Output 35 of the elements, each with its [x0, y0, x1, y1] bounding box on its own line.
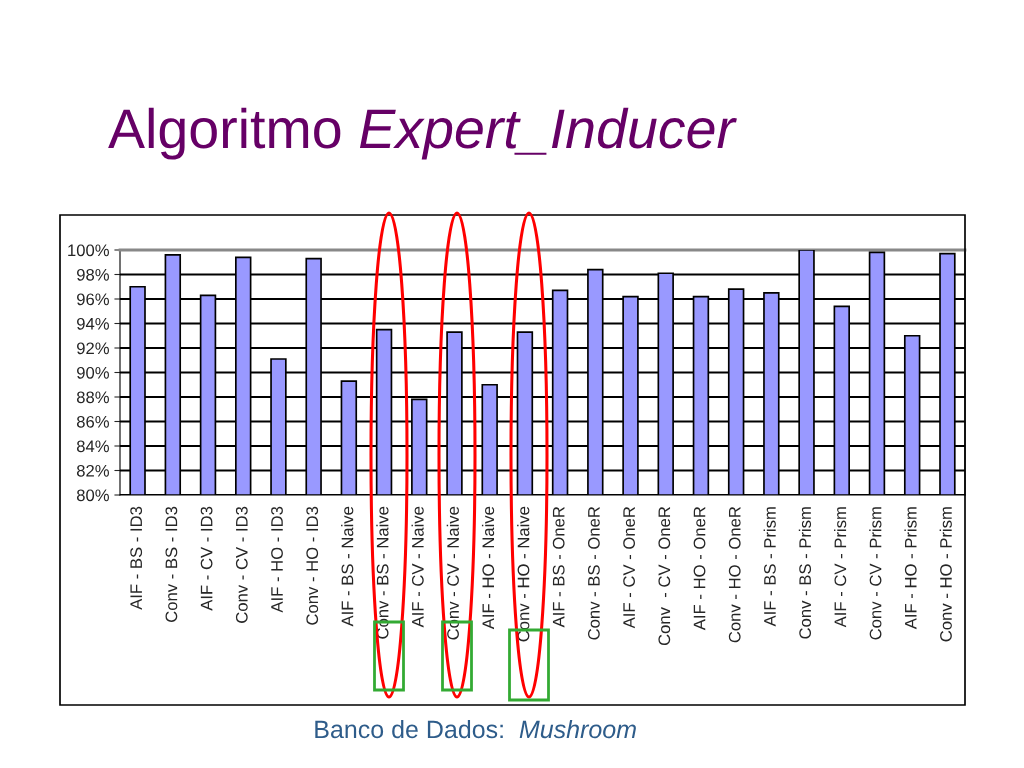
y-tick-label: 94% [77, 317, 109, 330]
y-tick-label: 96% [77, 293, 109, 306]
x-tick-label: AIF - CV - ID3 [200, 506, 213, 611]
x-tick-label: AIF - CV - OneR [623, 506, 635, 629]
y-tick-label: 92% [77, 342, 109, 355]
x-tick-label: Conv - CV - Prism [869, 507, 882, 640]
x-tick-label: AIF - BS - Prism [763, 507, 776, 627]
x-tick-label: AIF - HO - Naive [481, 506, 495, 630]
x-tick-label: AIF - HO - ID3 [271, 506, 283, 613]
x-tick-label: Conv - BS - Prism [798, 507, 812, 639]
x-tick-label: AIF - HO - OneR [693, 506, 706, 631]
x-tick-label: Conv - CV - OneR [658, 506, 671, 646]
y-tick-label: 98% [77, 268, 109, 281]
y-tick-label: 86% [76, 415, 109, 428]
y-tick-label: 80% [76, 489, 109, 502]
y-tick-label: 82% [76, 464, 109, 477]
y-tick-label: 100% [68, 244, 109, 257]
x-tick-label: Conv - BS - ID3 [165, 506, 178, 622]
x-tick-label: AIF - CV - Naive [411, 506, 424, 628]
x-tick-label: Conv - HO - OneR [728, 506, 741, 643]
x-tick-label: AIF - BS - OneR [552, 506, 565, 628]
x-tick-label: Conv - HO - Naive [517, 506, 530, 642]
x-tick-label: AIF - HO - Prism [904, 507, 917, 630]
x-tick-label: Conv - HO - Prism [939, 507, 952, 642]
x-tick-label: Conv - CV - ID3 [235, 506, 248, 623]
x-tick-label: AIF - CV - Prism [834, 507, 847, 628]
y-tick-label: 90% [77, 366, 109, 379]
y-tick-label: 84% [76, 440, 109, 453]
text: Banco de Dados: Mushroom [315, 719, 636, 739]
chart-title: Algoritmo Expert_Inducer [108, 107, 737, 160]
x-tick-label: AIF - BS - Naive [341, 506, 354, 627]
y-tick-label: 88% [76, 391, 109, 404]
x-tick-label: AIF - BS - ID3 [130, 506, 143, 610]
x-tick-label: Conv - BS - OneR [587, 506, 600, 640]
x-tick-label: Conv - HO - ID3 [306, 506, 319, 625]
